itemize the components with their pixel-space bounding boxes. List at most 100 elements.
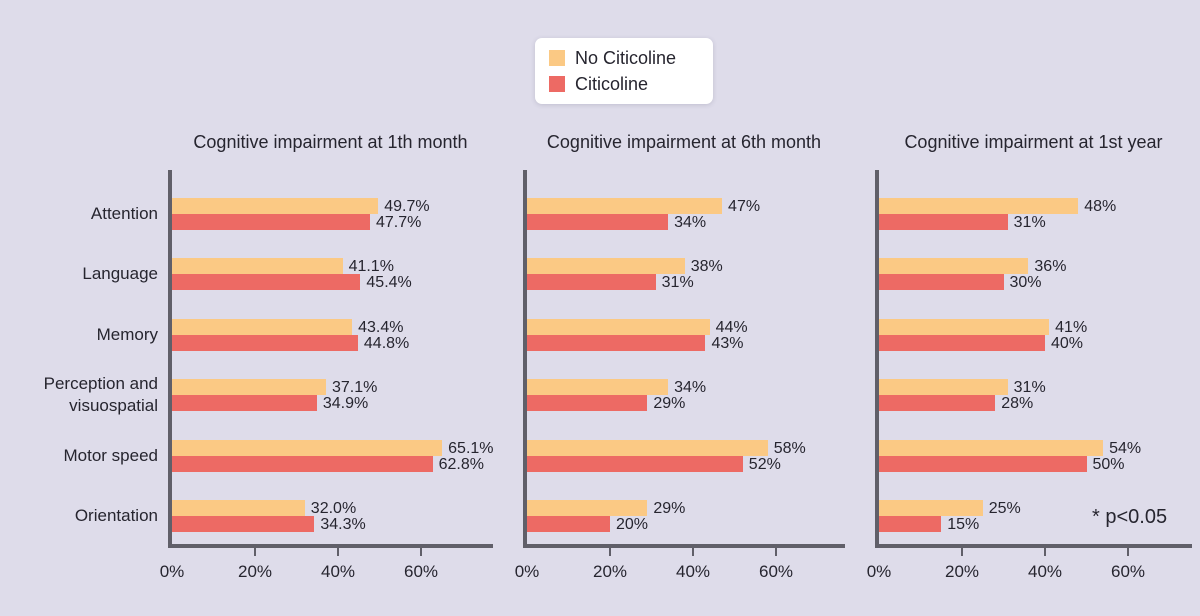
x-axis-tick-mark [337,548,339,556]
x-axis-tick-mark [692,548,694,556]
bar-value-label: 49.7% [384,198,430,215]
legend-label-no-citicoline: No Citicoline [575,48,677,68]
bar-no-citicoline [879,258,1029,275]
category-label: Language [82,264,158,284]
plot-area: 47% 34% 38% 31% 44% 43% 34% 29% 58% 52% 29% 20% 0% 20… [515,170,845,581]
bar-citicoline [172,334,358,351]
bar-value-label: 34.3% [320,516,366,533]
bar-citicoline [527,395,648,412]
bar-no-citicoline [527,198,723,214]
bar-value-label: 50% [1092,455,1125,473]
category-label: Memory [96,324,158,344]
bar-value-label: 34.9% [322,395,369,413]
x-axis-tick-label: 40% [1027,562,1063,581]
x-axis-tick-label: 20% [944,562,980,581]
bar-value-label: 43.4% [358,318,404,336]
bar-citicoline [527,274,656,291]
bar-value-label: 62.8% [438,455,484,473]
bar-no-citicoline [879,439,1104,456]
category-label: Motor speed [63,445,159,465]
x-axis-tick-label: 40% [675,562,711,581]
chart-title: Cognitive impairment at 1st year [904,132,1163,152]
bar-value-label: 15% [947,516,980,533]
bar-no-citicoline [527,500,648,516]
bar-citicoline [172,455,433,472]
bar-citicoline [879,516,942,532]
bar-value-label: 47.7% [375,214,422,231]
category-label: Orientation [74,506,158,525]
chart-title: Cognitive impairment at 1th month [193,132,468,152]
bar-value-label: 54% [1109,439,1142,457]
bar-value-label: 47% [728,198,761,215]
bar-value-label: 58% [773,439,806,457]
bar-value-label: 30% [1009,274,1042,292]
category-label: Attention [90,204,158,223]
bar-value-label: 29% [653,500,686,517]
bar-no-citicoline [879,318,1050,335]
x-axis-tick-label: 60% [1110,562,1146,581]
bar-no-citicoline [172,500,305,516]
bar-citicoline [879,455,1087,472]
chart-panel-month-6: Cognitive impairment at 6th month 47% 34%… [515,132,845,602]
x-axis-tick-label: 0% [159,562,185,581]
bar-no-citicoline [172,439,443,456]
plot-area: 49.7% 47.7% 41.1% 45.4% 43.4% 44.8% 37.1% 34.9%… [160,170,494,581]
category-labels: Attention Language Memory Perception and vi… [6,170,158,548]
x-axis-tick-mark [420,548,422,556]
bar-citicoline [172,274,361,291]
bar-citicoline [879,274,1004,291]
bar-value-label: 43% [711,334,744,352]
bar-citicoline [527,214,669,230]
bar-value-label: 32.0% [310,500,357,517]
bar-value-label: 31% [1013,379,1046,397]
legend-label-citicoline: Citicoline [575,74,649,94]
no-citicoline-swatch-icon [549,50,565,66]
bar-no-citicoline [527,258,685,275]
bar-no-citicoline [879,500,983,516]
legend-item-no-citicoline: No Citicoline [549,48,699,68]
bar-no-citicoline [172,379,326,396]
x-axis-tick-mark [961,548,963,556]
chart-panel-year-1: Cognitive impairment at 1st year 48% 31% 3… [867,132,1192,602]
bar-value-label: 29% [653,395,686,413]
chart-title: Cognitive impairment at 6th month [546,132,822,152]
x-axis-tick-mark [775,548,777,556]
bar-value-label: 45.4% [366,274,412,292]
bar-citicoline [172,516,315,532]
bar-citicoline [879,395,996,412]
bar-value-label: 31% [661,274,694,292]
bar-citicoline [879,214,1008,230]
bar-no-citicoline [879,379,1008,396]
bar-value-label: 25% [988,500,1021,517]
x-axis-tick-label: 0% [514,562,540,581]
bar-no-citicoline [527,439,768,456]
bar-value-label: 31% [1013,214,1046,231]
bar-citicoline [527,516,610,532]
bar-value-label: 28% [1001,395,1034,413]
bar-value-label: 41.1% [348,258,394,276]
bar-value-label: 36% [1034,258,1067,276]
chart-panel-month-1: Cognitive impairment at 1th month 49.7% 4… [160,132,494,602]
bar-value-label: 37.1% [331,379,378,397]
x-axis-tick-mark [609,548,611,556]
bar-no-citicoline [172,258,343,275]
x-axis-tick-mark [1044,548,1046,556]
bar-value-label: 48% [1084,198,1117,215]
significance-note: * p<0.05 [1092,506,1168,528]
bar-citicoline [172,395,317,412]
x-axis-tick-label: 20% [592,562,628,581]
bar-value-label: 34% [674,379,707,397]
bar-no-citicoline [172,198,379,214]
legend: No Citicoline Citicoline [535,38,713,104]
x-axis-tick-label: 20% [237,562,273,581]
bar-value-label: 65.1% [448,439,494,457]
x-axis-tick-mark [254,548,256,556]
bar-value-label: 52% [748,455,781,473]
x-axis-tick-mark [1127,548,1129,556]
bar-no-citicoline [172,318,353,335]
bar-citicoline [172,214,370,230]
citicoline-swatch-icon [549,76,565,92]
bar-no-citicoline [527,318,710,335]
x-axis-tick-label: 40% [320,562,356,581]
x-axis-tick-label: 60% [403,562,439,581]
